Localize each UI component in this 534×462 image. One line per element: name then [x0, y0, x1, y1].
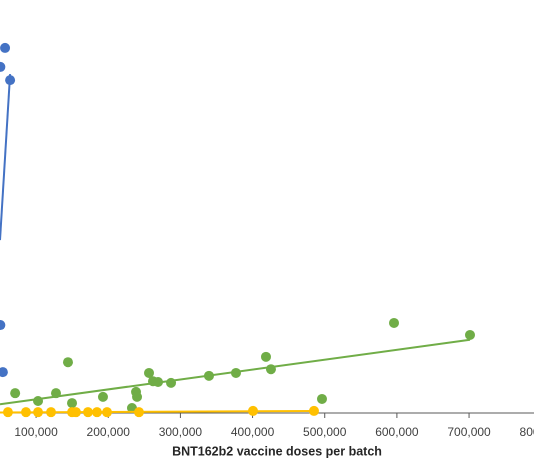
x-tick-label: 600,000	[375, 425, 419, 439]
point	[308, 405, 319, 416]
point	[203, 370, 214, 381]
point	[2, 407, 13, 418]
point	[132, 391, 143, 402]
point	[82, 407, 93, 418]
x-tick-label: 400,000	[231, 425, 275, 439]
point	[316, 393, 327, 404]
point	[230, 367, 241, 378]
point	[265, 364, 276, 375]
x-axis-title: BNT162b2 vaccine doses per batch	[172, 444, 382, 458]
point	[464, 329, 475, 340]
point	[67, 398, 78, 409]
trendline	[0, 74, 12, 241]
x-tick-label: 300,000	[159, 425, 203, 439]
point	[0, 61, 6, 72]
point	[91, 407, 102, 418]
x-tick-label: 700,000	[447, 425, 491, 439]
x-tick-label: 100,000	[14, 425, 58, 439]
point	[166, 377, 177, 388]
point	[33, 407, 44, 418]
point	[10, 388, 21, 399]
point	[248, 405, 259, 416]
point	[97, 391, 108, 402]
point	[133, 407, 144, 418]
x-tick-label: 200,000	[87, 425, 131, 439]
point	[144, 367, 155, 378]
x-tick-label: 500,000	[303, 425, 347, 439]
point	[389, 317, 400, 328]
point	[102, 407, 113, 418]
point	[0, 320, 6, 331]
point	[0, 42, 11, 53]
point	[46, 407, 57, 418]
point	[153, 377, 164, 388]
point	[20, 407, 31, 418]
point	[62, 357, 73, 368]
point	[5, 75, 16, 86]
point	[260, 351, 271, 362]
x-tick-label: 800,000	[520, 425, 534, 439]
point	[50, 388, 61, 399]
point	[33, 396, 44, 407]
point	[0, 367, 8, 378]
point	[70, 407, 81, 418]
